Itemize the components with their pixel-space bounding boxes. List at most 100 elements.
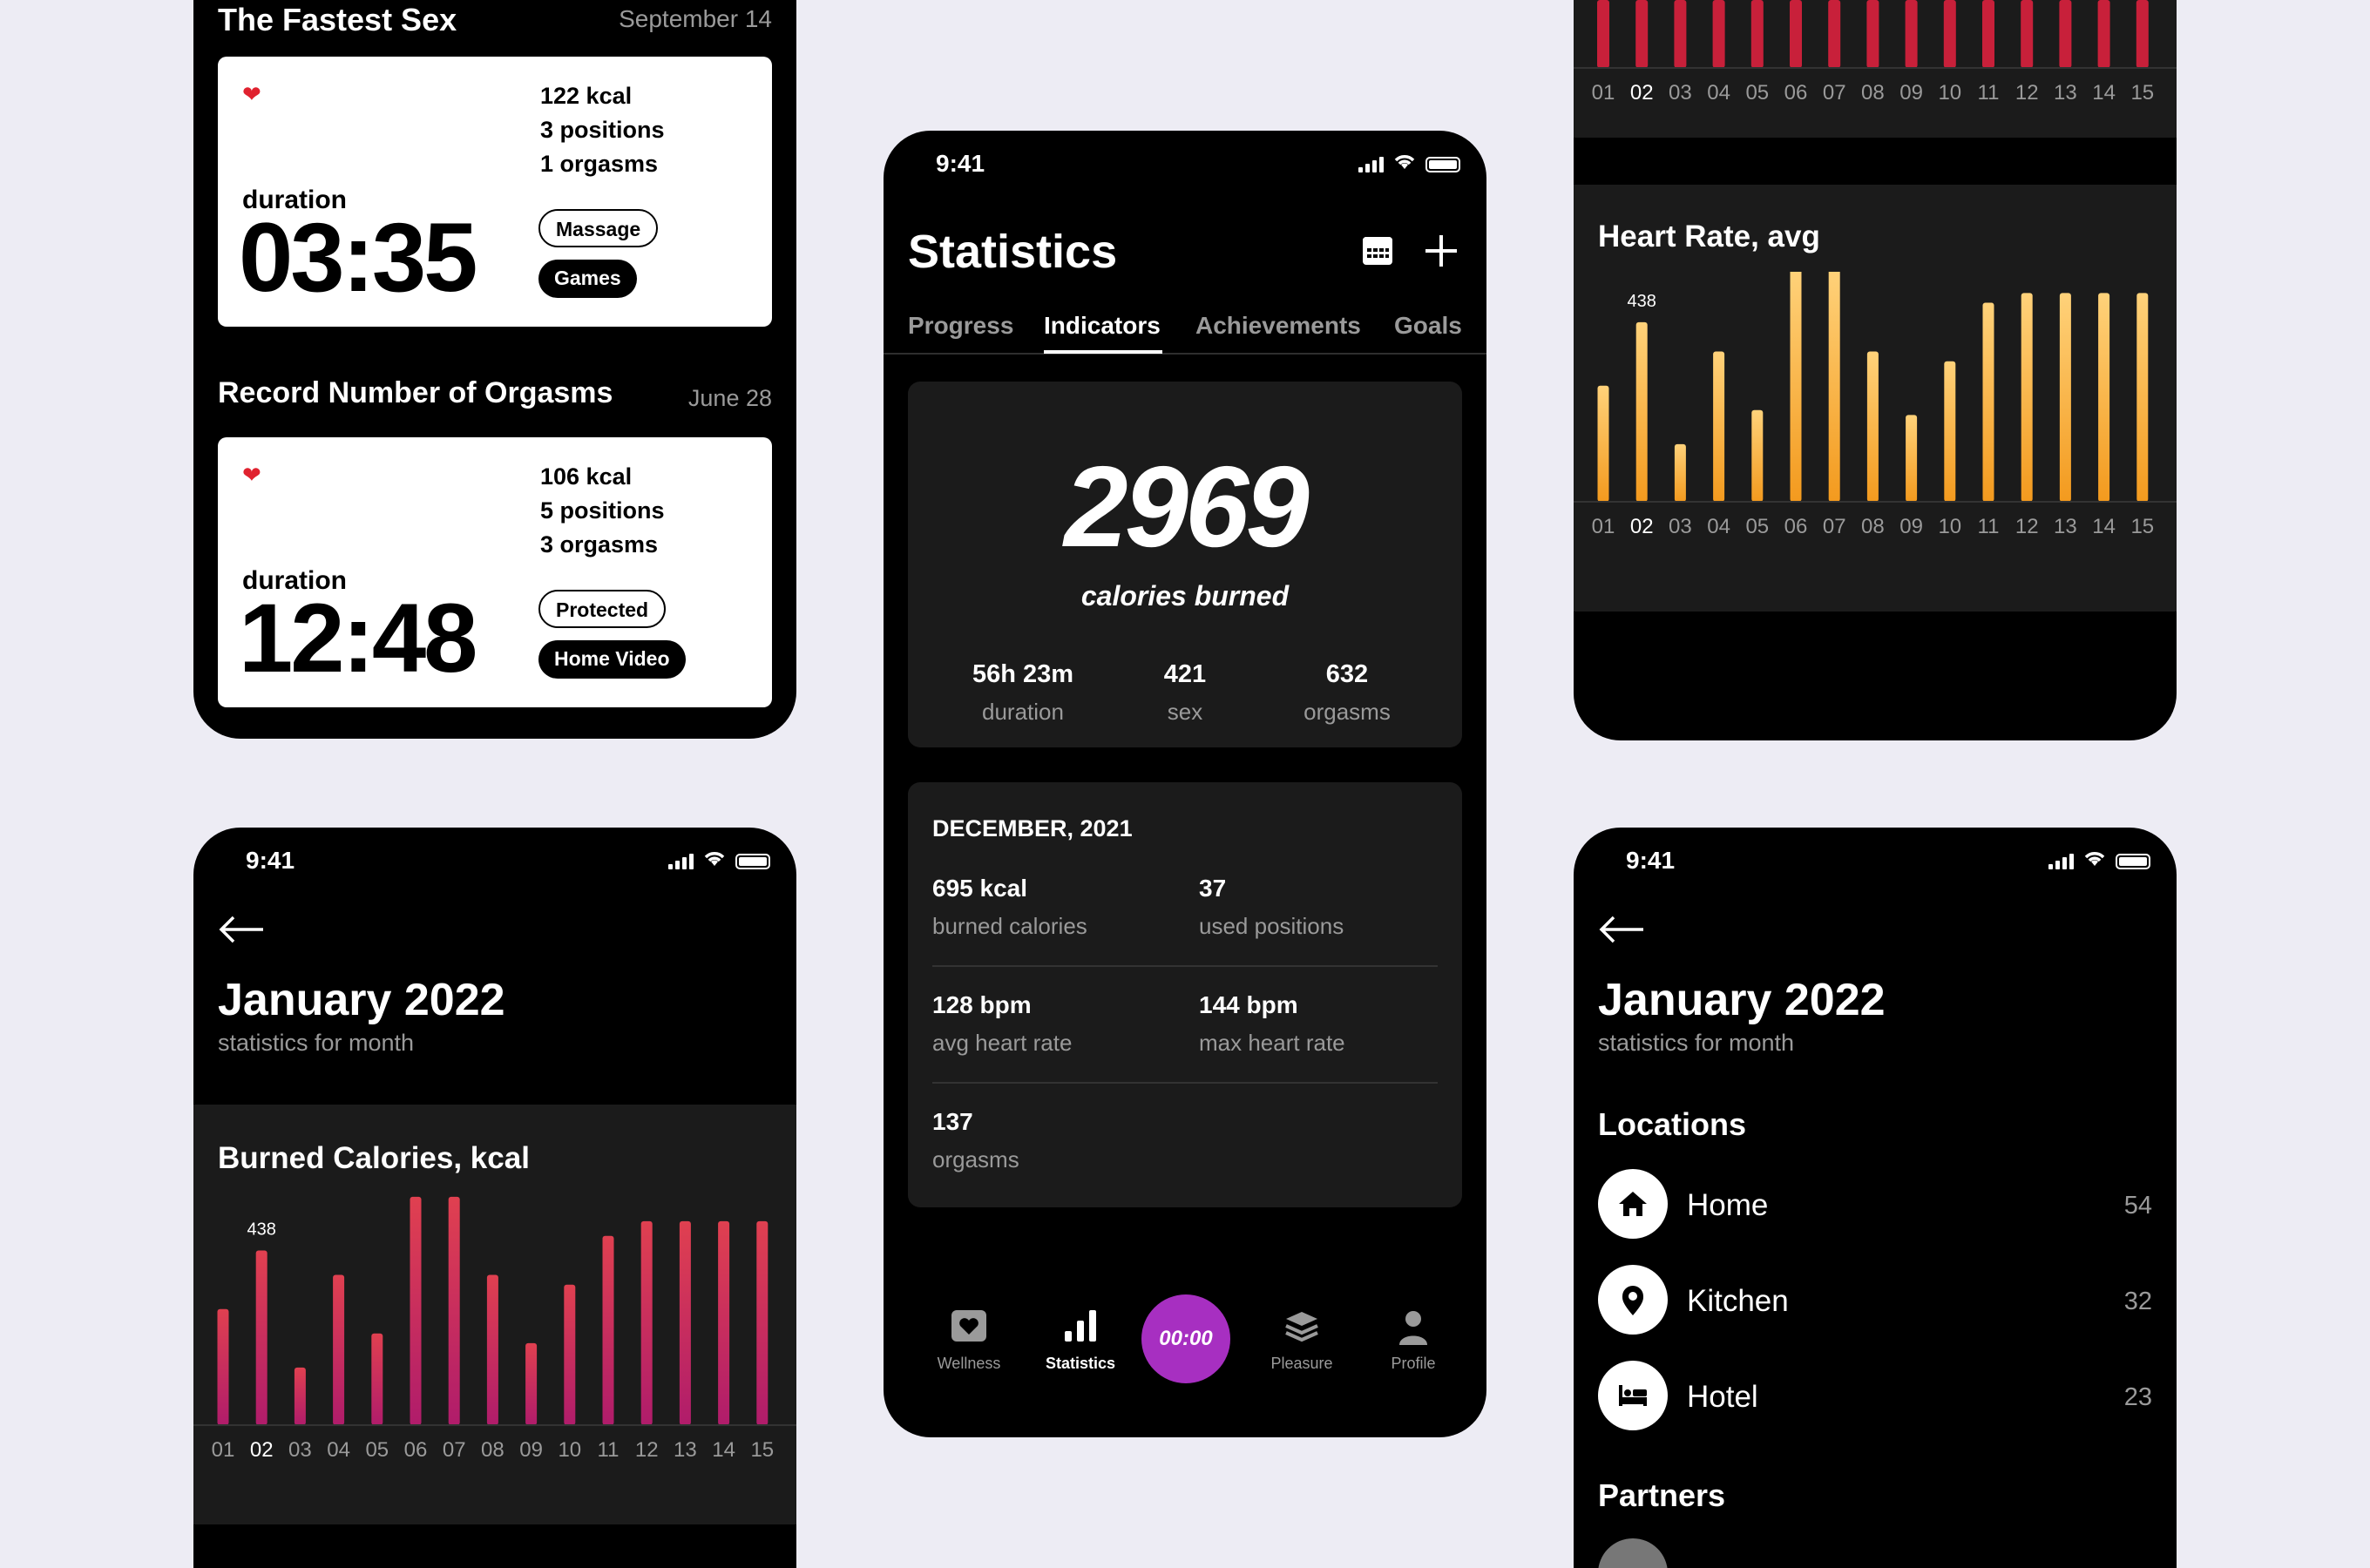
tab-indicators[interactable]: Indicators [1044,312,1161,339]
tick-label-13: 13 [2054,515,2077,538]
tick-label-07: 07 [1823,515,1846,538]
calories-screen: 9:41 January 2022 statistics for month B… [193,828,796,1568]
orgasm-record-card[interactable]: ❤ 106 kcal 5 positions 3 orgasms duratio… [218,437,772,707]
bar-12[interactable] [2021,0,2034,68]
bar-04[interactable] [1712,0,1725,68]
bar-10[interactable] [1944,361,1956,502]
tick-label-03: 03 [288,1438,312,1462]
bar-08[interactable] [1866,351,1879,502]
bar-01[interactable] [1597,385,1609,502]
bar-13[interactable] [679,1220,691,1425]
bar-05[interactable] [1751,409,1764,502]
tab-progress[interactable]: Progress [908,312,1014,339]
tick-label-08: 08 [1861,515,1885,538]
bar-12[interactable] [2021,293,2033,502]
wifi-icon [702,850,727,872]
avg-heart-rate-value: 128 bpm [932,991,1032,1018]
bar-07[interactable] [448,1196,460,1425]
back-arrow-icon[interactable] [218,915,265,949]
location-hotel-name[interactable]: Hotel [1687,1380,1758,1414]
bar-14[interactable] [718,1220,730,1425]
bar-15[interactable] [2136,293,2149,502]
page-subtitle: statistics for month [1598,1030,1795,1056]
bar-13[interactable] [2059,0,2072,68]
nav-pleasure[interactable]: Pleasure [1249,1308,1354,1373]
bar-06[interactable] [410,1196,422,1425]
bar-01[interactable] [217,1308,229,1425]
bar-15[interactable] [2136,0,2149,68]
add-icon[interactable] [1424,233,1459,273]
tick-label-09: 09 [1899,515,1923,538]
page-title: January 2022 [1598,975,1886,1025]
tick-label-07: 07 [443,1438,466,1462]
bar-09[interactable] [1905,0,1918,68]
location-home-name[interactable]: Home [1687,1188,1769,1222]
bar-06[interactable] [1790,0,1802,68]
data-label: 438 [1628,292,1656,311]
bar-01[interactable] [1597,0,1609,68]
signal-icon [668,853,694,869]
bar-05[interactable] [371,1333,383,1425]
tick-label-02: 02 [250,1438,274,1462]
tick-label-02: 02 [1630,515,1654,538]
tick-label-07: 07 [1823,81,1846,105]
burned-calories-value: 695 kcal [932,875,1027,902]
bar-02[interactable] [1635,0,1649,68]
location-home-count: 54 [2123,1192,2152,1220]
tick-label-03: 03 [1669,515,1692,538]
calories-chart: 01 02 03 04 05 06 07 08 09 10 11 12 13 14 15 438 [193,1196,796,1462]
tab-achievements[interactable]: Achievements [1195,312,1361,339]
bar-14[interactable] [2097,0,2110,68]
chart-title: Burned Calories, kcal [218,1141,530,1175]
bar-09[interactable] [525,1342,538,1425]
bar-10[interactable] [1943,0,1956,68]
back-arrow-icon[interactable] [1598,915,1645,949]
tag-home-video[interactable]: Home Video [538,640,686,679]
bar-04[interactable] [1713,351,1725,502]
fastest-card[interactable]: ❤ 122 kcal 3 positions 1 orgasms duratio… [218,57,772,327]
locations-title: Locations [1598,1106,1747,1142]
calendar-icon[interactable] [1361,233,1394,271]
bar-02[interactable] [255,1250,267,1425]
bar-05[interactable] [1750,0,1764,68]
bar-08[interactable] [1866,0,1879,68]
nav-wellness[interactable]: Wellness [917,1308,1021,1373]
location-kitchen-name[interactable]: Kitchen [1687,1284,1789,1318]
tick-label-01: 01 [212,1438,235,1462]
tabs-divider [884,353,1486,355]
bar-12[interactable] [640,1220,653,1425]
bar-04[interactable] [333,1274,345,1425]
bar-03[interactable] [294,1367,306,1425]
calories-label: calories burned [1080,580,1290,612]
bar-11[interactable] [1982,302,1994,502]
tag-protected[interactable]: Protected [538,590,667,628]
bar-07[interactable] [1828,272,1840,502]
nav-pleasure-label: Pleasure [1270,1355,1333,1372]
bar-11[interactable] [1982,0,1994,68]
bar-06[interactable] [1790,272,1802,502]
bar-03[interactable] [1674,0,1687,68]
tick-label-05: 05 [365,1438,389,1462]
nav-profile[interactable]: Profile [1361,1308,1466,1373]
bar-10[interactable] [564,1284,576,1425]
nav-statistics[interactable]: Statistics [1028,1308,1133,1373]
tag-massage[interactable]: Massage [538,209,659,247]
tick-label-11: 11 [1978,81,2000,105]
bar-09[interactable] [1906,415,1918,502]
bar-07[interactable] [1828,0,1841,68]
bar-14[interactable] [2098,293,2110,502]
bar-11[interactable] [602,1235,614,1425]
tick-label-10: 10 [558,1438,581,1462]
fastest-title: The Fastest Sex [218,2,457,37]
bar-02[interactable] [1635,321,1648,502]
calories-hero-card: 2969 calories burned 56h 23m duration 42… [908,382,1462,747]
bar-15[interactable] [756,1220,769,1425]
bar-13[interactable] [2059,293,2071,502]
statistics-screen: 9:41 Statistics Progress Indicators Achi… [884,131,1486,1437]
tag-games[interactable]: Games [538,260,637,298]
tab-goals[interactable]: Goals [1394,312,1462,339]
timer-button[interactable]: 00:00 [1141,1294,1230,1383]
max-heart-rate-label: max heart rate [1199,1030,1345,1056]
bar-08[interactable] [486,1274,498,1425]
bar-03[interactable] [1674,443,1686,502]
